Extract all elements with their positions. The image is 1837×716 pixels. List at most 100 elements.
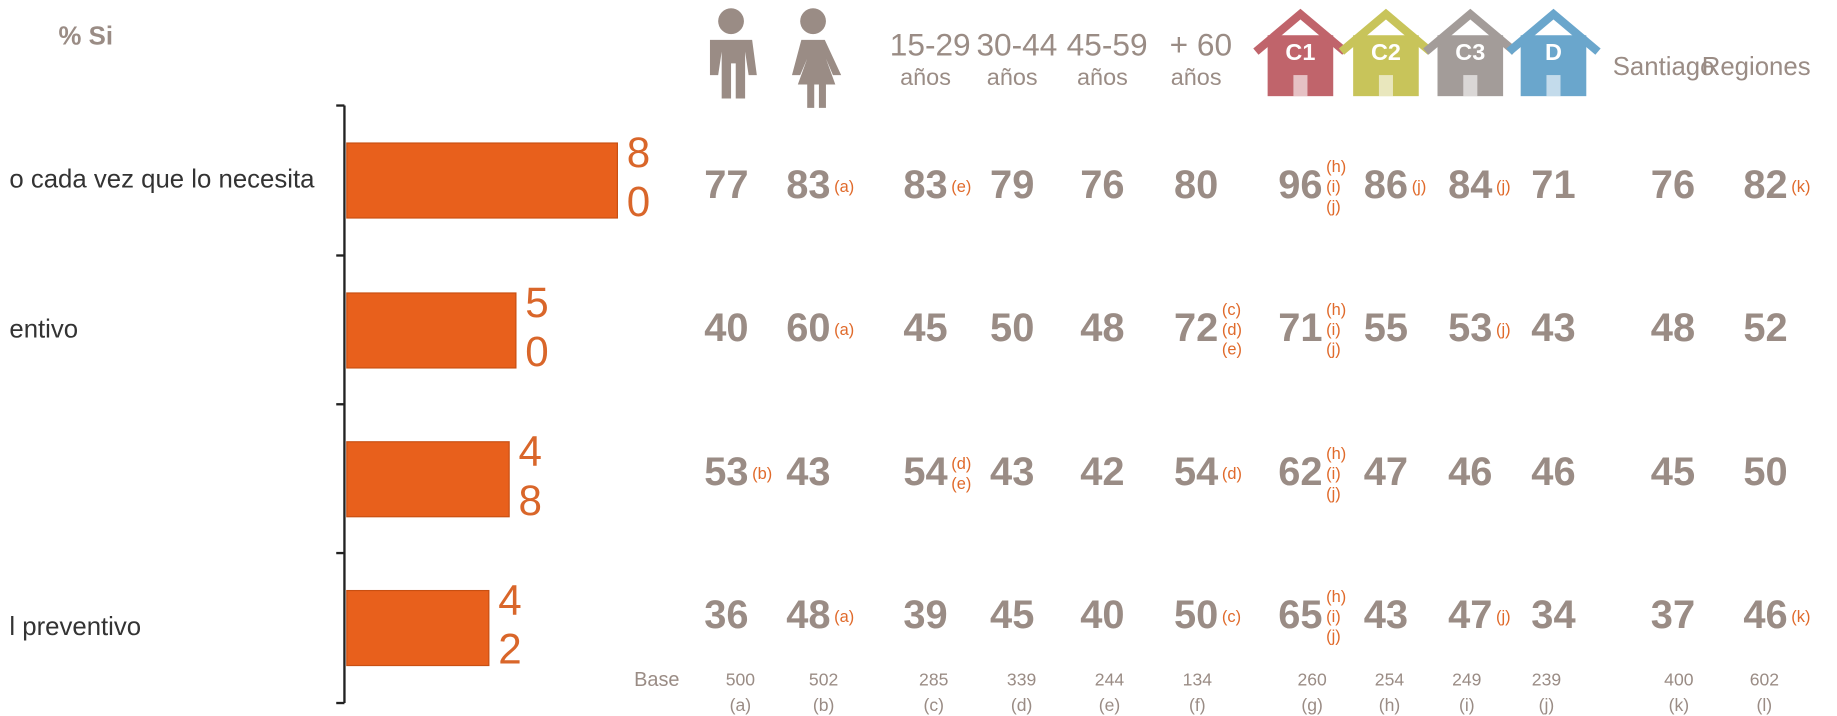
significance: (h) xyxy=(1326,301,1346,319)
house-icon xyxy=(1506,8,1601,97)
significance: (a) xyxy=(834,178,854,196)
base-letter: (e) xyxy=(1099,695,1120,715)
base-value: 134 xyxy=(1183,669,1213,689)
person-icon-woman xyxy=(791,8,842,108)
cell-value: 96 xyxy=(1278,163,1322,207)
significance: (a) xyxy=(834,321,854,339)
cell-value: 45 xyxy=(903,306,947,350)
cell-value: 55 xyxy=(1364,306,1408,350)
cell-value: 54 xyxy=(903,450,947,494)
base-value: 239 xyxy=(1532,669,1561,689)
house-door xyxy=(1293,75,1308,97)
cell-value: 54 xyxy=(1174,450,1218,494)
house-label: D xyxy=(1545,39,1562,65)
cell-value: 50 xyxy=(1174,593,1218,637)
head xyxy=(718,8,744,35)
cell-value: 84 xyxy=(1448,163,1492,207)
house-icon xyxy=(1338,8,1434,97)
cell-value: 47 xyxy=(1364,450,1408,494)
cell-value: 42 xyxy=(1080,450,1124,494)
category-label: o cada vez que lo necesita xyxy=(9,165,315,193)
cell-value: 43 xyxy=(1364,593,1408,637)
base-value: 500 xyxy=(726,669,756,689)
base-letter: (b) xyxy=(813,695,834,715)
cell-value: 48 xyxy=(1651,306,1695,350)
significance: (k) xyxy=(1791,608,1810,626)
base-letter: (j) xyxy=(1539,695,1555,715)
significance: (e) xyxy=(951,475,971,493)
body xyxy=(791,39,842,108)
cell-value: 50 xyxy=(990,306,1034,350)
significance: (e) xyxy=(951,178,971,196)
bar xyxy=(346,142,618,219)
cell-value: 52 xyxy=(1743,306,1787,350)
significance: (i) xyxy=(1326,321,1341,339)
significance: (k) xyxy=(1791,178,1810,196)
cell-value: 82 xyxy=(1743,163,1787,207)
category-label: entivo xyxy=(9,315,78,343)
cell-value: 45 xyxy=(990,593,1034,637)
significance: (j) xyxy=(1326,198,1341,216)
cell-value: 43 xyxy=(1531,306,1575,350)
cell-value: 34 xyxy=(1531,593,1575,637)
cell-value: 50 xyxy=(1743,450,1787,494)
base-label: Base xyxy=(634,669,679,691)
house-icon xyxy=(1423,8,1518,97)
region-label: Santiago xyxy=(1613,53,1715,81)
person-icon-man xyxy=(709,8,757,99)
significance: (a) xyxy=(834,608,854,626)
cell-value: 36 xyxy=(704,593,748,637)
base-value: 285 xyxy=(919,669,949,689)
bar xyxy=(346,441,510,518)
cell-value: 46 xyxy=(1448,450,1492,494)
base-letter: (h) xyxy=(1379,695,1400,715)
significance: (c) xyxy=(1222,608,1241,626)
house-roof xyxy=(1423,8,1518,55)
significance: (j) xyxy=(1496,321,1511,339)
cell-value: 86 xyxy=(1364,163,1408,207)
cell-value: 48 xyxy=(1080,306,1124,350)
house-label: C3 xyxy=(1455,39,1485,65)
base-value: 502 xyxy=(809,669,838,689)
cell-value: 62 xyxy=(1278,450,1322,494)
base-letter: (g) xyxy=(1301,695,1322,715)
cell-value: 46 xyxy=(1531,450,1575,494)
significance: (h) xyxy=(1326,588,1346,606)
cell-value: 83 xyxy=(786,163,830,207)
base-letter: (f) xyxy=(1189,695,1206,715)
chart-title: % Si xyxy=(59,22,113,50)
region-label: Regiones xyxy=(1702,53,1811,81)
cell-value: 53 xyxy=(1448,306,1492,350)
house-icon xyxy=(1253,8,1348,97)
age-sublabel: años xyxy=(1077,64,1128,90)
age-sublabel: años xyxy=(987,64,1038,90)
significance: (h) xyxy=(1326,445,1346,463)
base-value: 400 xyxy=(1664,669,1694,689)
base-value: 244 xyxy=(1095,669,1125,689)
base-letter: (i) xyxy=(1459,695,1475,715)
cell-value: 43 xyxy=(990,450,1034,494)
house-roof xyxy=(1253,8,1348,55)
cell-value: 46 xyxy=(1743,593,1787,637)
cell-value: 83 xyxy=(903,163,947,207)
cell-value: 40 xyxy=(1080,593,1124,637)
base-value: 249 xyxy=(1452,669,1481,689)
significance: (d) xyxy=(1222,465,1242,483)
category-label: l preventivo xyxy=(9,613,141,641)
house-door xyxy=(1546,75,1561,97)
significance: (b) xyxy=(752,465,772,483)
head xyxy=(800,8,826,35)
significance: (j) xyxy=(1496,178,1511,196)
cell-value: 53 xyxy=(704,450,748,494)
significance: (h) xyxy=(1326,158,1346,176)
house-roof xyxy=(1506,8,1601,55)
base-letter: (a) xyxy=(730,695,751,715)
cell-value: 79 xyxy=(990,163,1034,207)
significance: (e) xyxy=(1222,341,1242,359)
cell-value: 76 xyxy=(1651,163,1695,207)
significance: (j) xyxy=(1496,608,1511,626)
base-value: 602 xyxy=(1750,669,1779,689)
cell-value: 48 xyxy=(786,593,830,637)
